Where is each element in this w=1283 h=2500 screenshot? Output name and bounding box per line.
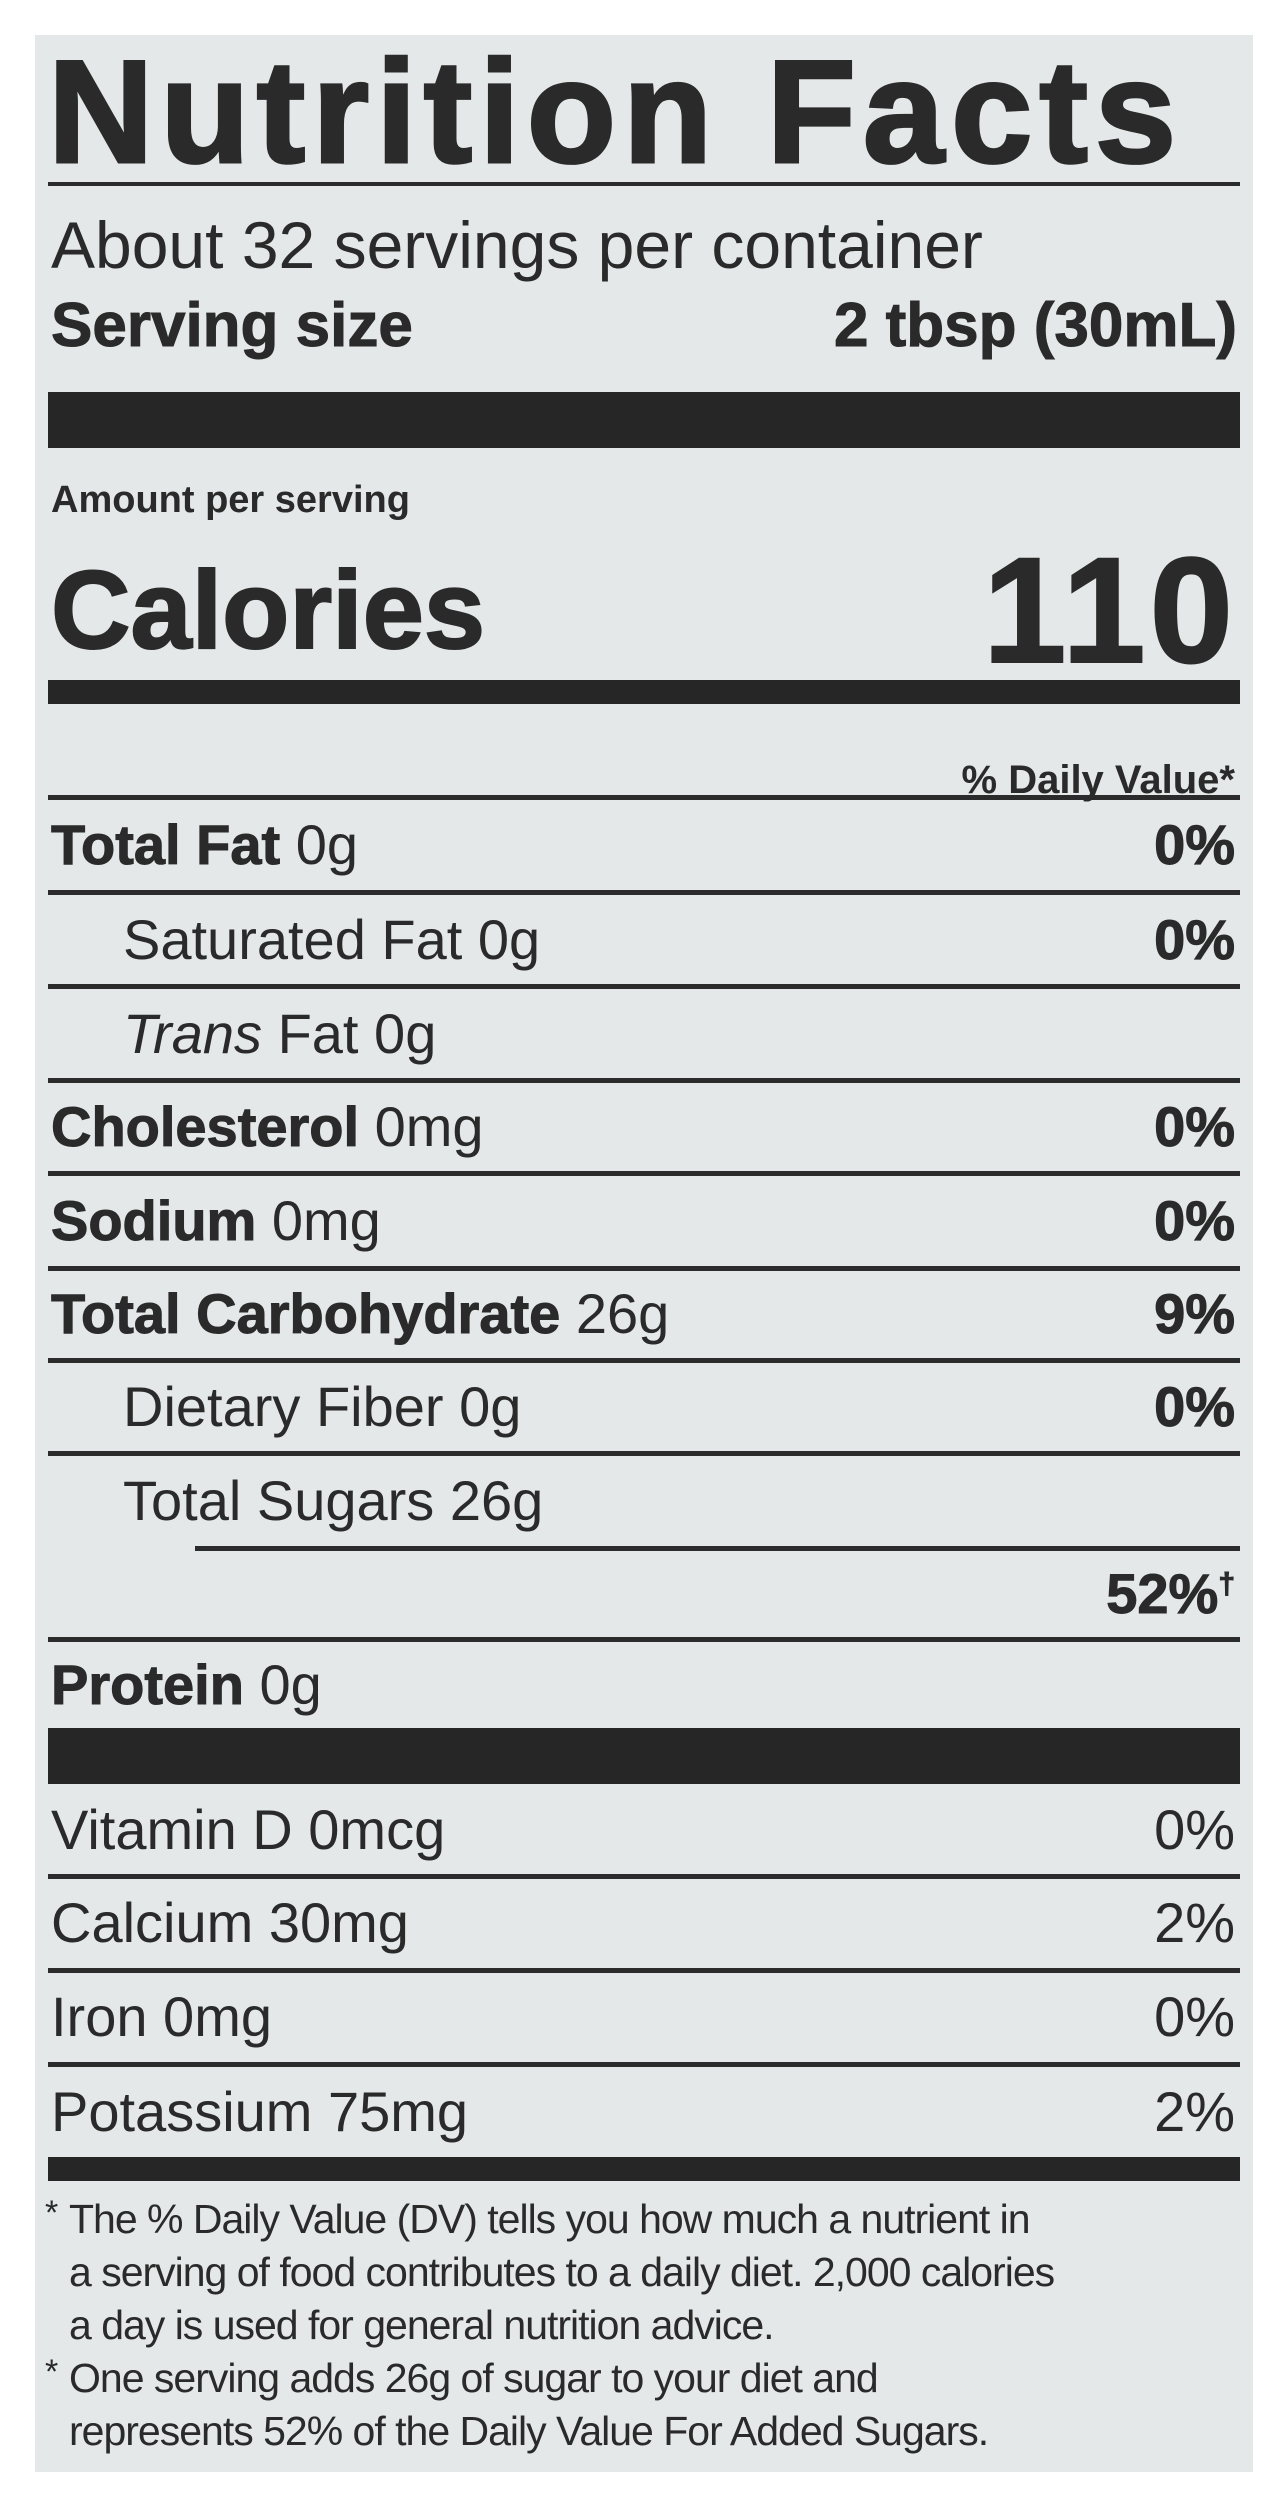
nutrient-row-total-carbohydrate: Total Carbohydrate 26g 9% <box>50 1269 1236 1358</box>
nutrient-dv: 0% <box>1154 1094 1236 1158</box>
vitamin-text: Potassium 75mg <box>51 2079 469 2143</box>
nutrient-name: Dietary Fiber <box>123 1374 444 1438</box>
footnote-line: One serving adds 26g of sugar to your di… <box>69 2355 879 2401</box>
vitamin-row: Iron 0mg 0% <box>51 1971 1235 2062</box>
nutrient-row-sodium: Sodium 0mg 0% <box>50 1174 1236 1266</box>
nutrient-row-added-sugars: 52%† <box>51 1549 1236 1637</box>
vitamin-text: Vitamin D 0mcg <box>51 1797 446 1861</box>
nutrient-amount: 0mg <box>374 1094 484 1158</box>
divider <box>48 1637 1240 1642</box>
footnote-line: a day is used for general nutrition advi… <box>69 2302 775 2348</box>
nutrient-amount: 26g <box>575 1282 670 1345</box>
divider <box>48 1171 1240 1176</box>
vitamin-dv: 0% <box>1154 1797 1235 1861</box>
nutrient-row-dietary-fiber: Dietary Fiber 0g 0% <box>51 1361 1235 1451</box>
nutrient-row-trans-fat: Trans Fat 0g <box>51 987 1235 1079</box>
nutrient-dv: 0% <box>1154 812 1236 876</box>
medium-divider <box>48 2157 1240 2181</box>
label-title: Nutrition Facts <box>46 30 1184 193</box>
footnote-line: The % Daily Value (DV) tells you how muc… <box>69 2196 1031 2242</box>
nutrient-amount: 0g <box>295 812 359 876</box>
divider <box>195 1546 1240 1551</box>
serving-size-value: 2 tbsp (30mL) <box>833 290 1237 360</box>
nutrient-name: Sodium <box>50 1188 257 1252</box>
vitamin-row: Potassium 75mg 2% <box>51 2065 1235 2157</box>
nutrient-name: Saturated Fat <box>123 907 463 971</box>
daily-value-header: % Daily Value* <box>961 758 1235 802</box>
vitamin-row: Calcium 30mg 2% <box>51 1877 1235 1968</box>
divider <box>48 1266 1240 1271</box>
divider <box>48 890 1240 895</box>
nutrient-amount: 0g <box>374 1001 437 1065</box>
footnote-line: a serving of food contributes to a daily… <box>69 2249 1055 2295</box>
nutrient-row-saturated-fat: Saturated Fat 0g 0% <box>51 893 1235 985</box>
nutrient-amount: 0mg <box>271 1188 381 1252</box>
serving-size-row: Serving size 2 tbsp (30mL) <box>51 285 1238 365</box>
vitamin-text: Iron 0mg <box>51 1985 272 2048</box>
serving-size-label: Serving size <box>51 290 414 360</box>
calories-label: Calories <box>50 548 486 673</box>
dagger-mark: † <box>1218 1566 1236 1600</box>
vitamin-dv: 2% <box>1154 2079 1235 2143</box>
nutrient-dv: 9% <box>1154 1282 1236 1346</box>
medium-divider <box>48 680 1240 704</box>
servings-per-container: About 32 servings per container <box>51 208 983 282</box>
divider <box>48 1451 1240 1456</box>
nutrient-name-italic: Trans <box>123 1001 262 1065</box>
thick-divider <box>48 392 1240 448</box>
nutrient-row-total-sugars: Total Sugars 26g <box>51 1454 1235 1546</box>
vitamin-dv: 0% <box>1154 1985 1235 2048</box>
footnote-added-sugars: * One serving adds 26g of sugar to your … <box>45 2352 1243 2458</box>
divider <box>48 1968 1240 1973</box>
vitamin-dv: 2% <box>1154 1891 1235 1954</box>
nutrient-row-cholesterol: Cholesterol 0mg 0% <box>50 1081 1236 1171</box>
divider <box>48 1078 1240 1083</box>
nutrient-amount: 26g <box>449 1468 544 1532</box>
calories-row: Calories 110 <box>50 525 1237 695</box>
footnote-line: represents 52% of the Daily Value For Ad… <box>69 2408 989 2454</box>
nutrient-dv: 52% <box>1106 1561 1219 1625</box>
divider <box>48 795 1240 800</box>
divider <box>48 2062 1240 2067</box>
nutrient-dv: 0% <box>1154 1374 1236 1438</box>
divider <box>48 182 1240 186</box>
nutrient-dv: 0% <box>1154 907 1236 971</box>
nutrient-amount: 0g <box>259 1652 322 1716</box>
nutrient-name: Fat <box>277 1001 359 1065</box>
nutrition-facts-label: Nutrition Facts About 32 servings per co… <box>35 35 1253 2472</box>
nutrient-name: Total Fat <box>50 812 281 876</box>
nutrient-dv: 0% <box>1154 1188 1236 1252</box>
vitamin-text: Calcium 30mg <box>51 1891 409 1954</box>
nutrient-name: Cholesterol <box>50 1094 360 1158</box>
nutrient-name: Protein <box>51 1652 245 1716</box>
footnote-marker: * <box>45 2353 58 2391</box>
divider <box>48 1358 1240 1363</box>
divider <box>48 1874 1240 1879</box>
nutrient-amount: 0g <box>459 1374 522 1438</box>
divider <box>48 984 1240 989</box>
nutrient-row-protein: Protein 0g <box>51 1640 1235 1728</box>
footnote-daily-value: * The % Daily Value (DV) tells you how m… <box>45 2193 1243 2352</box>
nutrient-amount: 0g <box>477 907 541 971</box>
nutrient-name: Total Sugars <box>123 1468 435 1532</box>
thick-divider <box>48 1728 1240 1784</box>
footnote-marker: * <box>45 2194 58 2232</box>
nutrient-name: Total Carbohydrate <box>50 1282 561 1346</box>
calories-value: 110 <box>982 525 1237 695</box>
vitamin-row: Vitamin D 0mcg 0% <box>51 1784 1235 1874</box>
amount-per-serving: Amount per serving <box>51 479 410 521</box>
nutrient-row-total-fat: Total Fat 0g 0% <box>50 798 1236 890</box>
